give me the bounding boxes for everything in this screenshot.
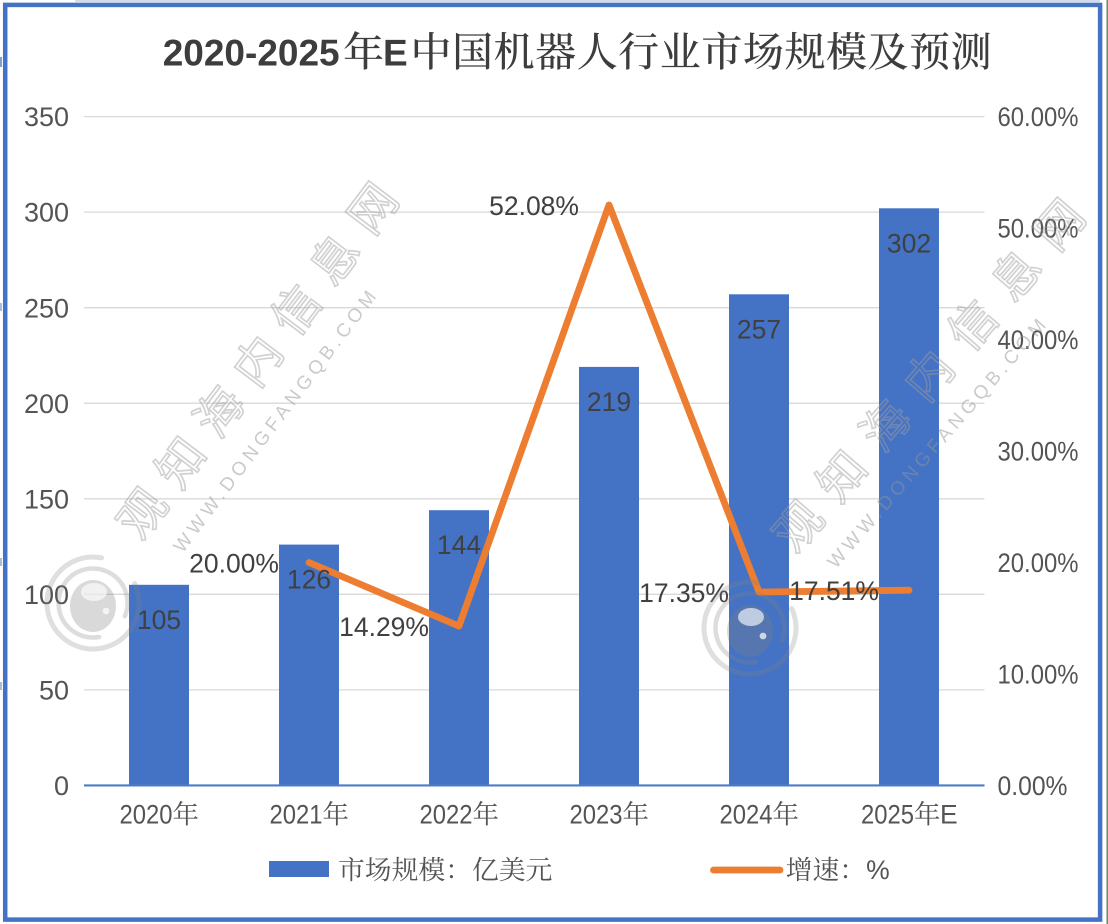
svg-text:150: 150 [24,484,69,514]
svg-text:100: 100 [24,580,69,610]
svg-text:%: % [866,855,890,885]
svg-text:0.00%: 0.00% [998,771,1068,801]
svg-text:60.00%: 60.00% [998,102,1079,132]
svg-text:302: 302 [887,228,931,258]
svg-text:E: E [383,33,408,74]
svg-text:17.51%: 17.51% [789,576,879,606]
svg-text:17.35%: 17.35% [639,578,729,608]
svg-text:2022: 2022 [420,800,473,830]
svg-text:30.00%: 30.00% [998,437,1079,467]
svg-text:250: 250 [24,293,69,323]
svg-text:2023: 2023 [570,800,623,830]
svg-text:257: 257 [737,314,781,344]
svg-text:2020-2025: 2020-2025 [163,33,340,74]
svg-text:20.00%: 20.00% [998,548,1079,578]
svg-text:2020: 2020 [120,800,173,830]
svg-text:200: 200 [24,389,69,419]
svg-text:52.08%: 52.08% [489,191,579,221]
svg-text:350: 350 [24,102,69,132]
svg-text:10.00%: 10.00% [998,660,1079,690]
svg-text:E: E [940,800,958,830]
svg-text:2024: 2024 [720,800,773,830]
svg-text:105: 105 [137,605,181,635]
svg-text:14.29%: 14.29% [339,612,429,642]
svg-text:300: 300 [24,198,69,228]
svg-text:219: 219 [587,387,631,417]
svg-text:144: 144 [437,530,481,560]
svg-text:2021: 2021 [270,800,323,830]
svg-text:20.00%: 20.00% [189,549,279,579]
svg-text:0: 0 [54,771,69,801]
svg-text:40.00%: 40.00% [998,325,1079,355]
svg-text:126: 126 [287,565,331,595]
svg-text:2025: 2025 [861,800,914,830]
svg-text:50: 50 [39,676,69,706]
